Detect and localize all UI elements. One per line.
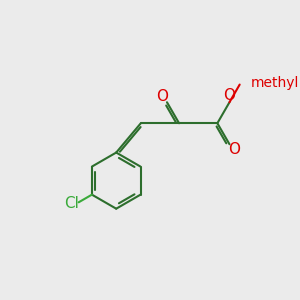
Text: methyl: methyl [250,76,299,89]
Text: O: O [156,89,168,104]
Text: O: O [224,88,236,103]
Text: O: O [228,142,240,157]
Text: Cl: Cl [64,196,79,211]
